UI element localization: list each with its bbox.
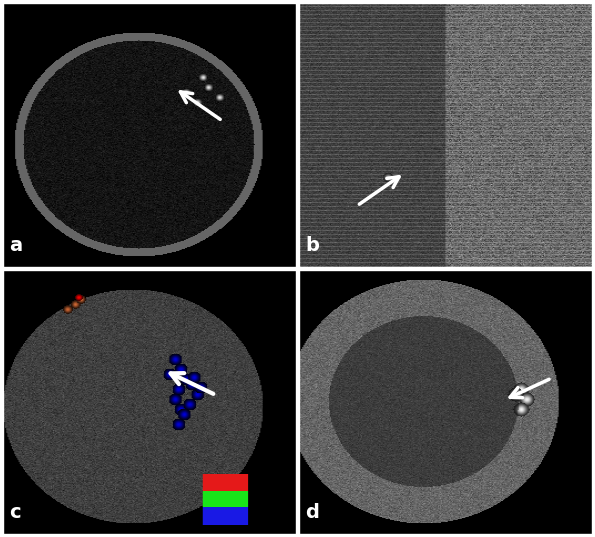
Text: d: d <box>305 503 319 522</box>
Text: a: a <box>9 236 22 255</box>
Text: c: c <box>9 503 21 522</box>
Text: b: b <box>305 236 319 255</box>
